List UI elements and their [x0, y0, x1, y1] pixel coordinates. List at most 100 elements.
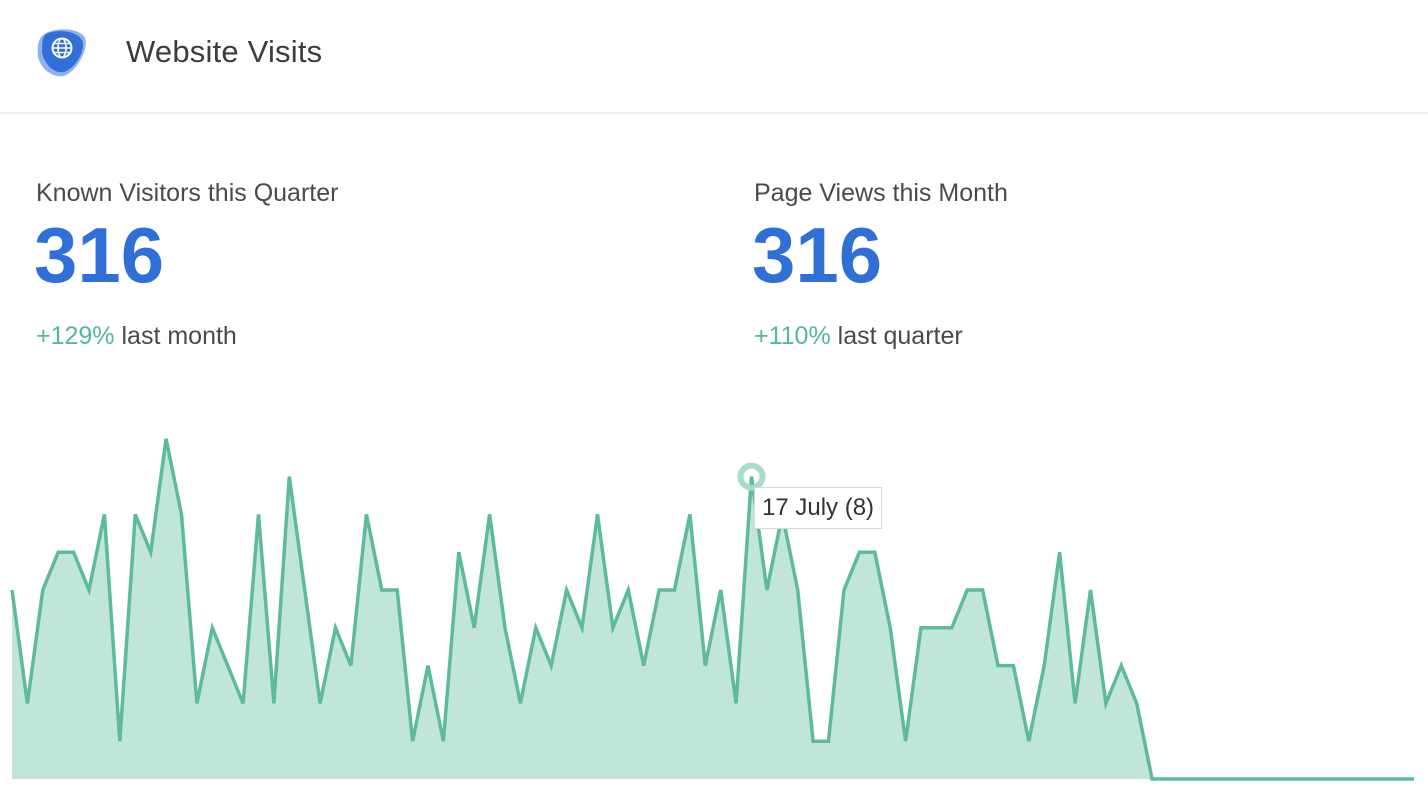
stat-change: +129% last month [36, 319, 338, 353]
data-point[interactable] [765, 588, 769, 592]
data-point[interactable] [149, 550, 153, 554]
data-point[interactable] [195, 701, 199, 705]
data-point[interactable] [303, 588, 307, 592]
data-point[interactable] [518, 701, 522, 705]
data-point[interactable] [1258, 777, 1262, 781]
data-point[interactable] [580, 626, 584, 630]
data-point[interactable] [1243, 777, 1247, 781]
data-point[interactable] [441, 739, 445, 743]
data-point[interactable] [611, 626, 615, 630]
data-point[interactable] [596, 512, 600, 516]
data-point[interactable] [549, 664, 553, 668]
data-point[interactable] [1412, 777, 1416, 781]
data-point[interactable] [1166, 777, 1170, 781]
data-point[interactable] [811, 739, 815, 743]
data-point[interactable] [1119, 664, 1123, 668]
data-point[interactable] [1397, 777, 1401, 781]
data-point[interactable] [133, 512, 137, 516]
data-point[interactable] [488, 512, 492, 516]
data-point[interactable] [565, 588, 569, 592]
data-point[interactable] [272, 701, 276, 705]
data-point[interactable] [380, 588, 384, 592]
data-point[interactable] [965, 588, 969, 592]
data-point[interactable] [210, 626, 214, 630]
stat-value: 316 [752, 211, 883, 299]
data-point[interactable] [118, 739, 122, 743]
data-point[interactable] [1011, 664, 1015, 668]
data-point[interactable] [72, 550, 76, 554]
stat-change: +110% last quarter [754, 319, 1008, 353]
data-point[interactable] [1181, 777, 1185, 781]
data-point[interactable] [1058, 550, 1062, 554]
data-point[interactable] [950, 626, 954, 630]
data-point[interactable] [472, 626, 476, 630]
data-point[interactable] [41, 588, 45, 592]
data-point[interactable] [857, 550, 861, 554]
data-point[interactable] [426, 664, 430, 668]
data-point[interactable] [719, 588, 723, 592]
data-point[interactable] [919, 626, 923, 630]
data-point[interactable] [1366, 777, 1370, 781]
data-point[interactable] [1212, 777, 1216, 781]
data-point[interactable] [904, 739, 908, 743]
data-point[interactable] [164, 437, 168, 441]
data-point[interactable] [688, 512, 692, 516]
data-point[interactable] [1089, 588, 1093, 592]
data-point[interactable] [334, 626, 338, 630]
data-point[interactable] [1304, 777, 1308, 781]
data-point[interactable] [626, 588, 630, 592]
data-point[interactable] [411, 739, 415, 743]
stat-change-percent: +110% [754, 322, 831, 350]
data-point[interactable] [349, 664, 353, 668]
data-point[interactable] [1073, 701, 1077, 705]
data-point[interactable] [287, 475, 291, 479]
data-point[interactable] [1350, 777, 1354, 781]
data-point[interactable] [703, 664, 707, 668]
data-point[interactable] [10, 588, 14, 592]
data-point[interactable] [318, 701, 322, 705]
data-point[interactable] [257, 512, 261, 516]
data-point[interactable] [102, 512, 106, 516]
data-point[interactable] [1227, 777, 1231, 781]
data-point[interactable] [1381, 777, 1385, 781]
data-point[interactable] [750, 475, 754, 479]
data-point[interactable] [1320, 777, 1324, 781]
data-point[interactable] [888, 626, 892, 630]
data-point[interactable] [180, 512, 184, 516]
chart-tooltip: 17 July (8) [754, 487, 883, 529]
data-point[interactable] [873, 550, 877, 554]
data-point[interactable] [1289, 777, 1293, 781]
highlight-point[interactable] [737, 462, 766, 491]
data-point[interactable] [1273, 777, 1277, 781]
data-point[interactable] [981, 588, 985, 592]
data-point[interactable] [996, 664, 1000, 668]
stat-change-period: last quarter [837, 322, 963, 350]
data-point[interactable] [842, 588, 846, 592]
data-point[interactable] [827, 739, 831, 743]
data-point[interactable] [534, 626, 538, 630]
stat-change-period: last month [121, 322, 237, 350]
data-point[interactable] [673, 588, 677, 592]
data-point[interactable] [364, 512, 368, 516]
data-point[interactable] [642, 664, 646, 668]
data-point[interactable] [25, 701, 29, 705]
data-point[interactable] [1104, 701, 1108, 705]
data-point[interactable] [934, 626, 938, 630]
data-point[interactable] [87, 588, 91, 592]
data-point[interactable] [56, 550, 60, 554]
data-point[interactable] [1196, 777, 1200, 781]
data-point[interactable] [226, 664, 230, 668]
data-point[interactable] [1027, 739, 1031, 743]
data-point[interactable] [457, 550, 461, 554]
data-point[interactable] [503, 626, 507, 630]
data-point[interactable] [734, 701, 738, 705]
data-point[interactable] [241, 701, 245, 705]
data-point[interactable] [1135, 701, 1139, 705]
data-point[interactable] [395, 588, 399, 592]
data-point[interactable] [657, 588, 661, 592]
data-point[interactable] [1042, 664, 1046, 668]
data-point[interactable] [1335, 777, 1339, 781]
data-point[interactable] [1150, 777, 1154, 781]
data-point[interactable] [796, 588, 800, 592]
